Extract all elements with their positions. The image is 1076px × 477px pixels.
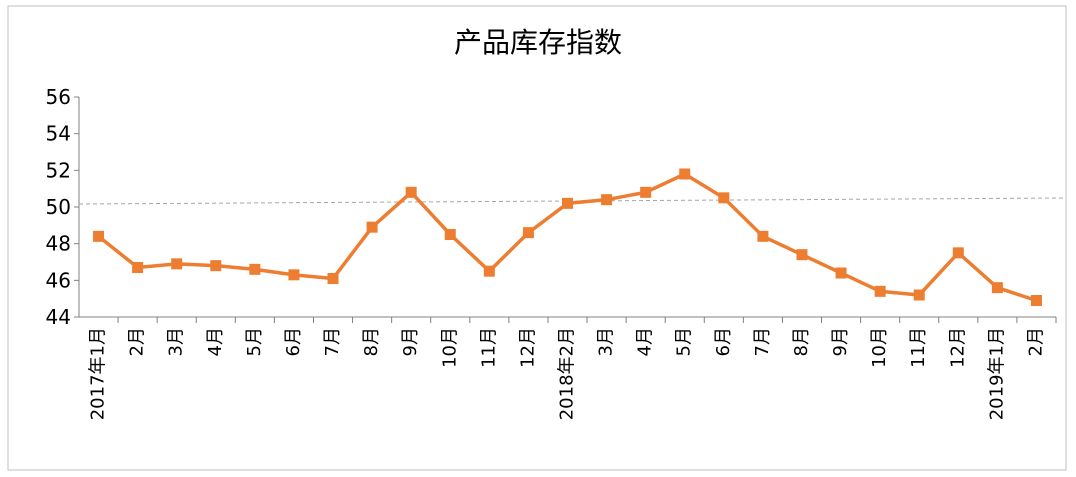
x-tick-label: 11月 (908, 327, 929, 368)
marker (327, 273, 339, 284)
chart-title: 产品库存指数 (454, 26, 622, 59)
x-tick-label: 9月 (400, 327, 421, 356)
marker (835, 267, 847, 279)
marker (1030, 295, 1042, 306)
x-tick-label: 3月 (596, 327, 617, 356)
x-tick-label: 8月 (791, 327, 812, 356)
marker (874, 285, 886, 297)
x-tick-label: 6月 (713, 327, 734, 356)
y-tick-label: 54 (46, 122, 71, 146)
marker (483, 265, 495, 277)
y-tick-label: 56 (46, 85, 71, 109)
marker (952, 247, 964, 259)
marker (249, 263, 261, 275)
chart-frame (7, 5, 1067, 471)
marker (718, 192, 730, 204)
x-tick-label: 5月 (244, 327, 265, 356)
x-tick-label: 12月 (517, 327, 538, 368)
marker (601, 194, 613, 206)
x-tick-label: 10月 (869, 327, 890, 368)
marker (444, 229, 456, 240)
marker (796, 249, 808, 261)
y-tick-label: 48 (46, 232, 71, 256)
marker (171, 258, 183, 270)
x-tick-label: 3月 (166, 327, 187, 356)
x-tick-label: 11月 (478, 327, 499, 368)
marker (679, 168, 691, 180)
marker (640, 186, 652, 198)
x-tick-label: 6月 (283, 327, 304, 356)
x-tick-label: 7月 (322, 327, 343, 356)
marker (366, 221, 378, 233)
marker (210, 260, 222, 272)
x-tick-label: 8月 (361, 327, 382, 356)
x-tick-label: 2019年1月 (986, 327, 1007, 420)
x-tick-label: 2月 (1025, 327, 1046, 356)
marker (913, 289, 925, 301)
x-tick-label: 7月 (752, 327, 773, 356)
x-tick-label: 10月 (439, 327, 460, 368)
marker (132, 262, 144, 273)
y-tick-label: 46 (46, 268, 71, 292)
marker (562, 197, 573, 209)
x-tick-label: 2月 (127, 327, 148, 356)
x-tick-label: 9月 (830, 327, 851, 356)
marker (991, 282, 1003, 294)
y-tick-label: 52 (46, 158, 71, 182)
marker (405, 186, 417, 198)
x-tick-label: 2018年2月 (557, 327, 578, 420)
x-tick-label: 4月 (205, 327, 226, 356)
x-tick-label: 12月 (947, 327, 968, 368)
x-tick-label: 5月 (674, 327, 695, 356)
x-tick-label: 4月 (635, 327, 656, 356)
y-tick-label: 50 (46, 195, 71, 219)
marker (757, 230, 769, 242)
x-tick-label: 2017年1月 (88, 327, 109, 420)
y-tick-label: 44 (46, 305, 71, 329)
marker (288, 269, 300, 281)
marker (93, 230, 105, 242)
marker (522, 227, 534, 239)
